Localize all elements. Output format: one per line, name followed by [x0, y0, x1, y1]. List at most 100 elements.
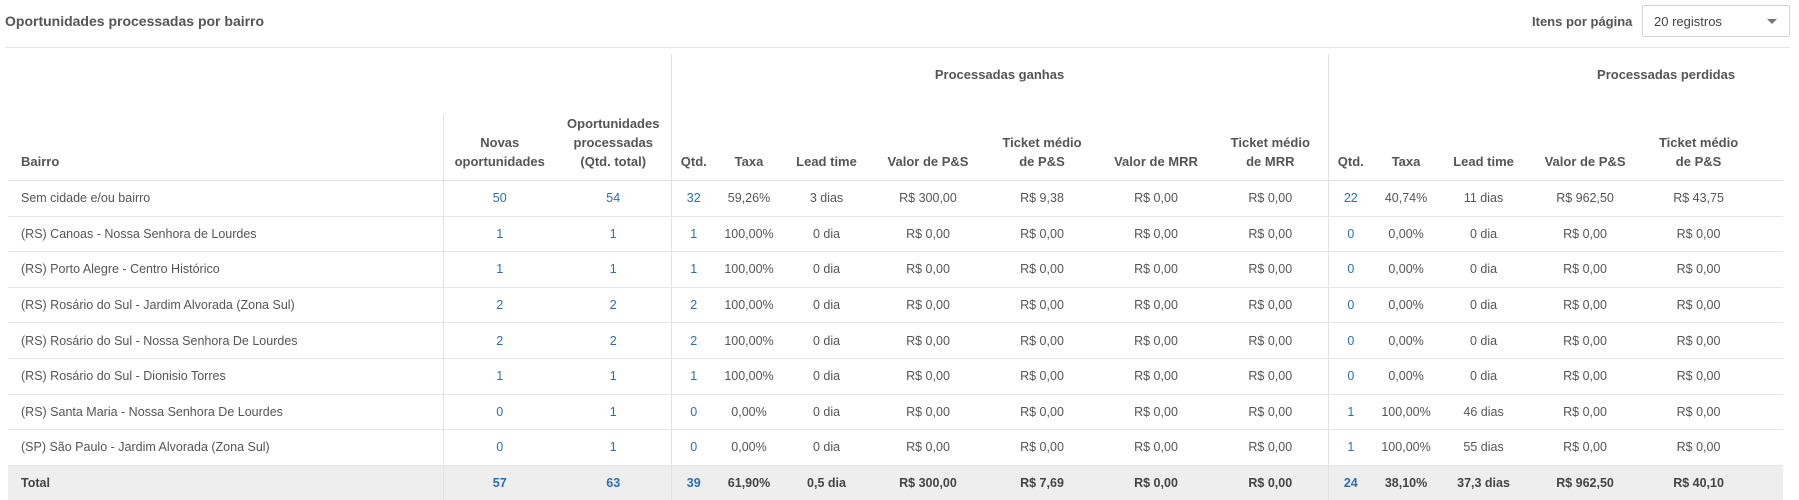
cell-processadas-link[interactable]: 2: [556, 287, 671, 324]
cell-won-valor-ps: R$ 0,00: [871, 251, 985, 288]
cell-lost-lead: 46 dias: [1439, 394, 1529, 431]
items-per-page-select[interactable]: 20 registros: [1642, 5, 1790, 37]
col-won-taxa[interactable]: Taxa: [716, 114, 782, 181]
cell-processadas-link[interactable]: 2: [556, 322, 671, 359]
col-won-lead-time[interactable]: Lead time: [782, 114, 871, 181]
cell-lost-qtd-link[interactable]: 1: [1327, 429, 1374, 466]
cell-lost-taxa: 0,00%: [1373, 251, 1440, 288]
cell-lost-lead: 0 dia: [1439, 251, 1529, 288]
cell-lost-qtd-link[interactable]: 0: [1327, 287, 1374, 324]
cell-won-ticket-ps: R$ 0,00: [985, 216, 1099, 253]
table-row: (RS) Porto Alegre - Centro Histórico 1 1…: [8, 251, 1784, 288]
cell-processadas-link[interactable]: 1: [556, 429, 671, 466]
cell-won-valor-ps: R$ 0,00: [871, 216, 985, 253]
total-lost-qtd-link[interactable]: 24: [1327, 465, 1374, 500]
cell-lost-qtd-link[interactable]: 0: [1327, 251, 1374, 288]
col-won-qtd[interactable]: Qtd.: [670, 114, 716, 181]
cell-lost-lead: 0 dia: [1439, 216, 1529, 253]
col-won-ticket-mrr[interactable]: Ticket médio de MRR: [1213, 114, 1329, 181]
cell-won-taxa: 100,00%: [716, 287, 782, 324]
table-row: (RS) Rosário do Sul - Jardim Alvorada (Z…: [8, 287, 1784, 324]
cell-lost-qtd-link[interactable]: 22: [1327, 180, 1374, 217]
total-label: Total: [8, 465, 443, 500]
cell-lost-ticket-ps: R$ 0,00: [1642, 251, 1784, 288]
col-won-valor-ps[interactable]: Valor de P&S: [871, 114, 985, 181]
cell-novas-link[interactable]: 2: [442, 287, 556, 324]
col-lost-valor-ps[interactable]: Valor de P&S: [1528, 114, 1643, 181]
cell-won-ticket-mrr: R$ 0,00: [1213, 322, 1329, 359]
won-group-header: Processadas ganhas: [670, 54, 1329, 114]
cell-bairro: (RS) Rosário do Sul - Dionisio Torres: [8, 358, 443, 395]
chevron-down-icon[interactable]: [1767, 19, 1777, 24]
cell-novas-link[interactable]: 1: [442, 216, 556, 253]
cell-won-qtd-link[interactable]: 1: [670, 358, 716, 395]
cell-processadas-link[interactable]: 54: [556, 180, 671, 217]
cell-won-qtd-link[interactable]: 1: [670, 216, 716, 253]
cell-novas-link[interactable]: 50: [442, 180, 556, 217]
cell-novas-link[interactable]: 1: [442, 251, 556, 288]
cell-novas-link[interactable]: 1: [442, 358, 556, 395]
cell-won-qtd-link[interactable]: 1: [670, 251, 716, 288]
total-won-ticket-mrr: R$ 0,00: [1213, 465, 1329, 500]
cell-lost-valor-ps: R$ 0,00: [1528, 322, 1643, 359]
table-footer: Total 57 63 39 61,90% 0,5 dia R$ 300,00 …: [8, 465, 1784, 500]
total-novas-link[interactable]: 57: [442, 465, 556, 500]
cell-lost-qtd-link[interactable]: 0: [1327, 322, 1374, 359]
cell-lost-ticket-ps: R$ 0,00: [1642, 322, 1784, 359]
cell-won-qtd-link[interactable]: 2: [670, 322, 716, 359]
neighborhood-opportunities-table: Processadas ganhas Processadas perdidas …: [8, 54, 1784, 500]
col-bairro[interactable]: Bairro: [8, 114, 443, 181]
cell-won-valor-ps: R$ 0,00: [871, 322, 985, 359]
col-won-ticket-ps[interactable]: Ticket médio de P&S: [985, 114, 1099, 181]
cell-novas-link[interactable]: 0: [442, 394, 556, 431]
cell-bairro: (SP) São Paulo - Jardim Alvorada (Zona S…: [8, 429, 443, 466]
cell-lost-qtd-link[interactable]: 0: [1327, 216, 1374, 253]
cell-lost-ticket-ps: R$ 0,00: [1642, 394, 1784, 431]
col-lost-taxa[interactable]: Taxa: [1373, 114, 1440, 181]
cell-bairro: (RS) Rosário do Sul - Jardim Alvorada (Z…: [8, 287, 443, 324]
cell-won-qtd-link[interactable]: 32: [670, 180, 716, 217]
cell-lost-taxa: 0,00%: [1373, 287, 1440, 324]
col-lost-qtd[interactable]: Qtd.: [1327, 114, 1374, 181]
cell-won-valor-ps: R$ 300,00: [871, 180, 985, 217]
cell-processadas-link[interactable]: 1: [556, 394, 671, 431]
total-processadas-link[interactable]: 63: [556, 465, 671, 500]
col-novas-oportunidades[interactable]: Novas oportunidades: [442, 114, 556, 181]
cell-lost-taxa: 100,00%: [1373, 394, 1440, 431]
cell-novas-link[interactable]: 2: [442, 322, 556, 359]
cell-lost-ticket-ps: R$ 0,00: [1642, 358, 1784, 395]
table-row: (RS) Canoas - Nossa Senhora de Lourdes 1…: [8, 216, 1784, 253]
lost-group-header: Processadas perdidas: [1327, 54, 1784, 114]
table-row: Sem cidade e/ou bairro 50 54 32 59,26% 3…: [8, 180, 1784, 217]
cell-won-qtd-link[interactable]: 2: [670, 287, 716, 324]
total-lost-ticket-ps: R$ 40,10: [1642, 465, 1784, 500]
column-header-row: Bairro Novas oportunidades Oportunidades p…: [8, 114, 1784, 181]
cell-lost-valor-ps: R$ 0,00: [1528, 429, 1643, 466]
cell-bairro: (RS) Santa Maria - Nossa Senhora De Lour…: [8, 394, 443, 431]
cell-won-ticket-ps: R$ 0,00: [985, 251, 1099, 288]
total-won-qtd-link[interactable]: 39: [670, 465, 716, 500]
cell-won-lead: 0 dia: [782, 358, 871, 395]
cell-won-ticket-ps: R$ 0,00: [985, 287, 1099, 324]
total-lost-taxa: 38,10%: [1373, 465, 1440, 500]
cell-won-lead: 0 dia: [782, 287, 871, 324]
cell-lost-qtd-link[interactable]: 1: [1327, 394, 1374, 431]
cell-novas-link[interactable]: 0: [442, 429, 556, 466]
cell-processadas-link[interactable]: 1: [556, 251, 671, 288]
cell-won-qtd-link[interactable]: 0: [670, 429, 716, 466]
total-won-valor-ps: R$ 300,00: [871, 465, 985, 500]
cell-won-qtd-link[interactable]: 0: [670, 394, 716, 431]
cell-processadas-link[interactable]: 1: [556, 216, 671, 253]
page-title: Oportunidades processadas por bairro: [5, 13, 265, 29]
col-won-valor-mrr[interactable]: Valor de MRR: [1099, 114, 1213, 181]
cell-processadas-link[interactable]: 1: [556, 358, 671, 395]
cell-won-ticket-ps: R$ 9,38: [985, 180, 1099, 217]
col-lost-lead-time[interactable]: Lead time: [1439, 114, 1529, 181]
col-lost-ticket-ps[interactable]: Ticket médio de P&S: [1642, 114, 1784, 181]
total-won-lead: 0,5 dia: [782, 465, 871, 500]
cell-lost-qtd-link[interactable]: 0: [1327, 358, 1374, 395]
cell-won-lead: 0 dia: [782, 322, 871, 359]
cell-won-taxa: 0,00%: [716, 429, 782, 466]
table-row: (RS) Rosário do Sul - Nossa Senhora De L…: [8, 322, 1784, 359]
col-oportunidades-processadas[interactable]: Oportunidades processadas (Qtd. total): [556, 114, 671, 181]
